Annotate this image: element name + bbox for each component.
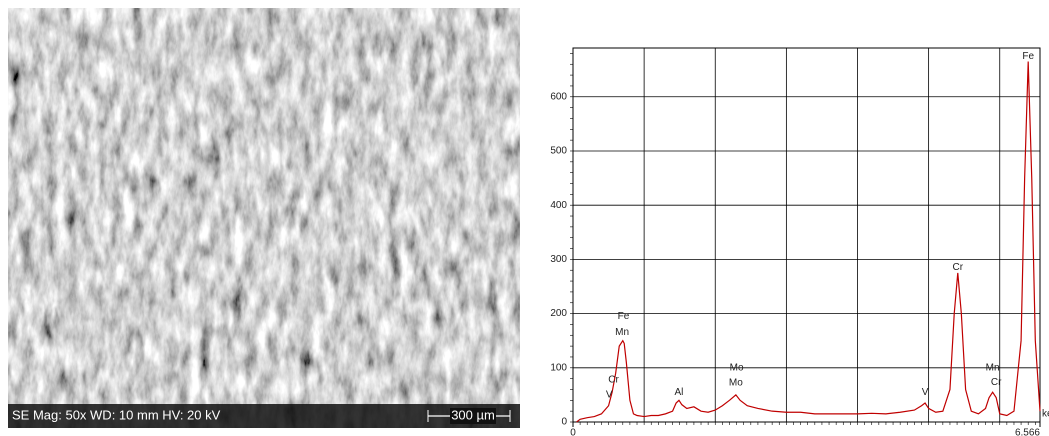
peak-label: Mn <box>615 327 629 338</box>
peak-label: V <box>922 387 929 398</box>
plot-frame <box>573 48 1040 422</box>
sem-caption: SE Mag: 50x WD: 10 mm HV: 20 kV <box>12 407 221 422</box>
peak-label: Mo <box>730 362 744 373</box>
peak-label: Fe <box>618 311 630 322</box>
peak-label: V <box>606 390 613 401</box>
y-tick-label: 600 <box>550 91 567 102</box>
scale-bar-label: 300 µm <box>451 407 495 422</box>
peak-label: Cr <box>952 262 963 273</box>
x-tick-label: 0 <box>570 428 576 436</box>
peak-label: Mn <box>986 362 1000 373</box>
peak-label: Cr <box>608 374 619 385</box>
peak-label: Cr <box>991 377 1002 388</box>
y-tick-label: 0 <box>561 417 567 428</box>
sem-texture <box>8 8 520 428</box>
x-tick-label: 6.566 <box>1015 428 1040 436</box>
peak-label: Fe <box>1022 51 1034 62</box>
y-tick-label: 100 <box>550 362 567 373</box>
peak-label: Al <box>675 387 684 398</box>
sem-micrograph: SE Mag: 50x WD: 10 mm HV: 20 kV 300 µm <box>8 8 520 428</box>
x-axis-label: keV <box>1042 409 1049 420</box>
peak-label: Mo <box>729 378 743 389</box>
y-tick-label: 200 <box>550 308 567 319</box>
y-tick-label: 400 <box>550 200 567 211</box>
y-tick-label: 500 <box>550 146 567 157</box>
y-tick-label: 300 <box>550 254 567 265</box>
page: SE Mag: 50x WD: 10 mm HV: 20 kV 300 µm 0… <box>0 0 1049 436</box>
eds-spectrum: 0 100 200 300 400 500 600 0 6.566 keV Fe Mn Cr V Al Mo M… <box>550 48 1049 436</box>
